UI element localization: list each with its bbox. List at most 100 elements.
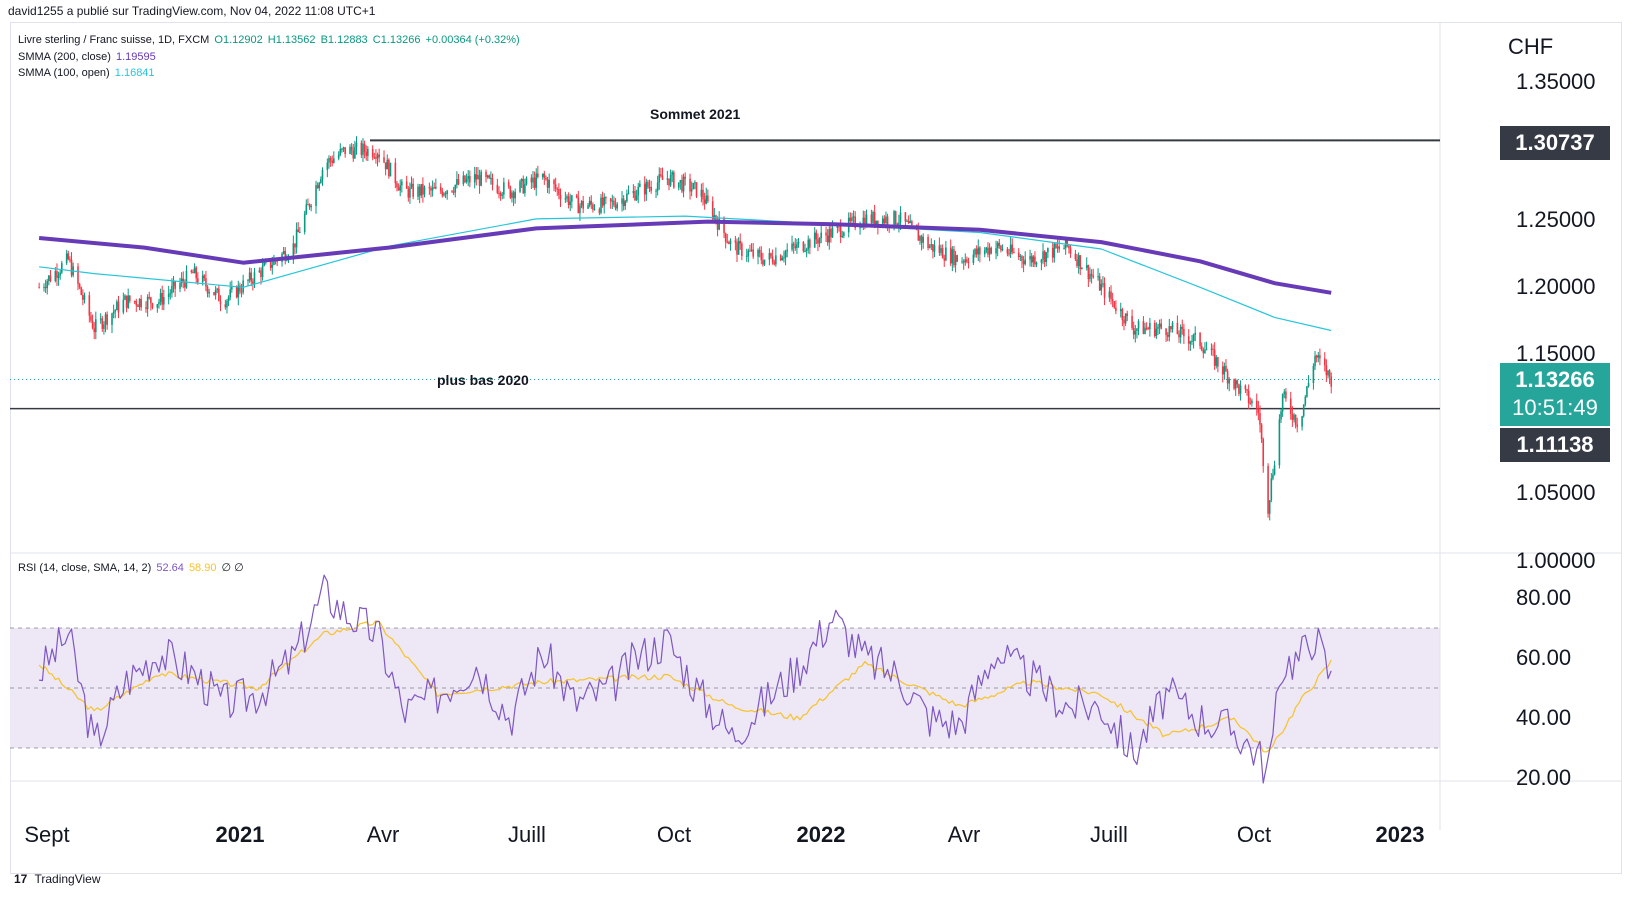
candle-body [648,186,651,188]
candle-body [601,197,604,206]
candle-body [250,272,253,282]
candle-body [1234,380,1237,389]
candle-body [1132,327,1135,335]
candle-body [1291,414,1294,420]
candle-body [1063,248,1065,250]
candle-body [375,157,377,159]
level-low-tag[interactable]: 1.11138 [1500,428,1610,462]
candle-body [749,250,751,252]
annotation-plus-bas-2020[interactable]: plus bas 2020 [437,372,529,388]
candle-body [1205,349,1208,351]
annotation-sommet-2021[interactable]: Sommet 2021 [650,106,741,122]
candle-body [214,289,217,296]
candle-body [1306,386,1308,397]
candle-body [111,313,113,325]
candle-body [1280,411,1282,420]
candle-body [57,275,60,278]
smma100-legend[interactable]: SMMA (100, open) 1.16841 [18,67,155,79]
candle-body [945,247,947,261]
candle-body [524,184,526,194]
candle-body [253,272,256,284]
candle-body [138,298,141,307]
candle-body [435,186,437,189]
candle-body [626,193,628,202]
candle-body [964,259,967,263]
tradingview-logo[interactable]: 17 TradingView [14,872,101,886]
candle-body [399,185,402,191]
candle-body [537,173,539,177]
candle-body [851,217,853,221]
candle-body [554,184,557,189]
candle-body [580,200,583,206]
candle-body [383,157,385,163]
candle-body [705,195,708,204]
candle-body [269,261,272,268]
candle-body [422,184,424,195]
candle-body [621,198,623,204]
candle-body [1272,474,1274,479]
candle-body [430,188,432,191]
smma200-legend[interactable]: SMMA (200, close) 1.19595 [18,51,156,63]
candle-body [1097,276,1099,278]
candle-body [1055,243,1057,248]
candle-body [229,289,232,298]
candle-body [80,287,83,295]
candle-body [412,183,414,197]
candle-body [48,275,50,282]
candle-body [490,177,492,179]
candle-body [179,283,181,289]
candle-body [388,159,390,177]
candle-body [1301,416,1303,427]
rsi-legend[interactable]: RSI (14, close, SMA, 14, 2) 52.64 58.90 … [18,561,244,574]
candle-body [477,175,479,180]
candle-body [475,174,478,180]
candle-body [294,243,296,248]
time-tick-year: 2023 [1375,822,1425,847]
candle-body [979,247,981,255]
candle-body [1247,390,1250,404]
candle-body [690,189,693,192]
candle-body [452,191,455,193]
smma100-label: SMMA (100, open) [18,67,110,79]
current-price-tag[interactable]: 1.13266 10:51:49 [1500,363,1610,426]
candle-body [182,278,185,283]
price-tick: 1.05000 [1516,480,1596,505]
candle-body [1115,307,1117,312]
candle-body [137,305,139,307]
candle-body [771,256,774,263]
candle-body [922,237,925,243]
candle-body [1236,380,1239,385]
candle-body [556,188,559,190]
candle-body [1187,336,1190,344]
rsi-sma-value: 58.90 [188,562,217,574]
candle-body [1111,299,1114,302]
candle-body [169,293,172,295]
rsi-tick: 20.00 [1516,765,1572,790]
candle-body [779,255,782,261]
symbol-legend[interactable]: Livre sterling / Franc suisse, 1D, FXCM … [18,34,520,46]
candle-body [639,183,641,187]
candle-body [360,142,363,155]
candle-body [951,249,954,264]
candle-body [692,183,695,190]
candle-body [376,154,379,159]
candle-body [1260,424,1263,440]
candle-body [1090,273,1093,276]
candle-body [1200,345,1203,350]
candle-body [525,177,528,185]
candle-body [566,196,568,199]
level-high-tag[interactable]: 1.30737 [1500,126,1610,160]
candle-body [231,287,233,290]
close-value: C1.13266 [372,34,421,46]
candle-body [1124,313,1127,324]
candle-body [677,182,680,188]
candle-body [559,194,562,200]
smma200-line [38,219,1332,295]
candle-body [197,278,199,283]
candle-body [1040,259,1043,263]
candle-body [185,270,188,288]
candle-body [632,190,635,194]
candle-body [507,182,510,187]
candle-body [852,216,855,218]
